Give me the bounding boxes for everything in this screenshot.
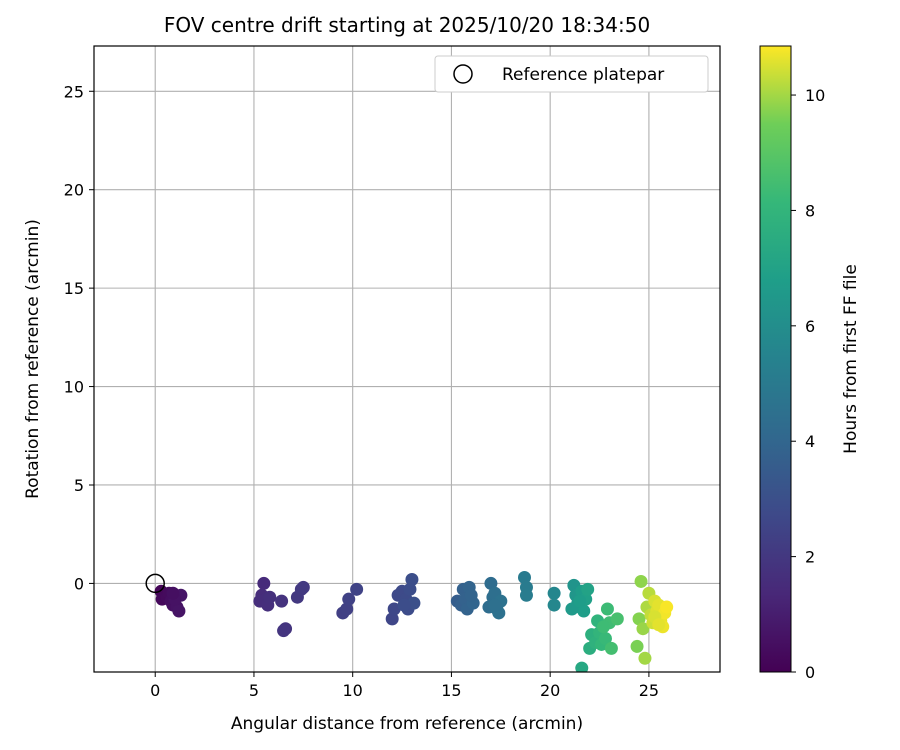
data-point (575, 661, 589, 672)
x-tick-label: 15 (441, 681, 461, 700)
data-point (604, 641, 618, 655)
x-tick-label: 5 (249, 681, 259, 700)
y-tick-label: 10 (64, 378, 84, 397)
data-point (660, 600, 674, 614)
data-point (598, 632, 612, 646)
data-point (596, 620, 610, 634)
colorbar-tick-label: 10 (805, 86, 825, 105)
colorbar-gradient (759, 45, 792, 673)
data-point (484, 576, 498, 590)
data-point (257, 576, 271, 590)
data-point (464, 588, 478, 602)
legend-entry-reference: Reference platepar (502, 65, 664, 85)
plot-frame (93, 45, 721, 673)
data-point (397, 598, 411, 612)
y-tick-label: 5 (74, 476, 84, 495)
colorbar-tick-label: 6 (805, 317, 815, 336)
x-tick-label: 10 (343, 681, 363, 700)
colorbar-label: Hours from first FF file (841, 264, 861, 454)
data-point (547, 586, 561, 600)
data-point (385, 612, 399, 626)
data-point (275, 594, 289, 608)
colorbar-tick-label: 2 (805, 548, 815, 567)
legend: Reference platepar (434, 55, 709, 93)
legend-box (434, 55, 709, 93)
data-point (407, 596, 421, 610)
data-point (565, 602, 579, 616)
colorbar: 0 2 4 6 8 10 Hours from first FF file (759, 45, 861, 682)
data-point (350, 582, 364, 596)
data-point (634, 574, 648, 588)
y-tick-label: 0 (74, 574, 84, 593)
reference-marker (145, 573, 165, 594)
x-tick-label: 20 (540, 681, 560, 700)
data-point (547, 598, 561, 612)
grid-lines (94, 46, 720, 672)
chart-title: FOV centre drift starting at 2025/10/20 … (164, 13, 650, 37)
data-point (573, 594, 587, 608)
x-axis-ticks: 0 5 10 15 20 25 (150, 672, 659, 700)
data-point (581, 582, 595, 596)
reference-platepar-marker (145, 573, 165, 594)
data-points (154, 571, 674, 672)
y-axis-label: Rotation from reference (arcmin) (23, 219, 43, 499)
data-point (342, 592, 356, 606)
data-point (296, 580, 310, 594)
y-tick-label: 25 (64, 82, 84, 101)
data-point (405, 572, 419, 586)
data-point (636, 622, 650, 636)
y-tick-label: 20 (64, 181, 84, 200)
data-point (166, 586, 180, 600)
data-point (577, 604, 591, 618)
data-point (340, 602, 354, 616)
data-point (277, 624, 291, 638)
data-point (632, 612, 646, 626)
colorbar-tick-label: 8 (805, 201, 815, 220)
y-tick-label: 15 (64, 279, 84, 298)
colorbar-tick-label: 0 (805, 663, 815, 682)
colorbar-tick-label: 4 (805, 432, 815, 451)
x-tick-label: 0 (150, 681, 160, 700)
data-point (519, 588, 533, 602)
data-point (387, 602, 401, 616)
x-tick-label: 25 (639, 681, 659, 700)
x-axis-label: Angular distance from reference (arcmin) (231, 714, 583, 734)
data-point (172, 604, 186, 618)
y-axis-ticks: 0 5 10 15 20 25 (64, 82, 94, 593)
colorbar-ticks: 0 2 4 6 8 10 (791, 86, 825, 682)
data-point (630, 639, 644, 653)
data-point (610, 612, 624, 626)
data-point (600, 602, 614, 616)
data-point (517, 571, 531, 585)
data-point (638, 651, 652, 665)
data-point (488, 598, 502, 612)
data-point (263, 590, 277, 604)
legend-marker-icon (453, 64, 473, 84)
data-point (403, 582, 417, 596)
data-point (652, 618, 666, 632)
